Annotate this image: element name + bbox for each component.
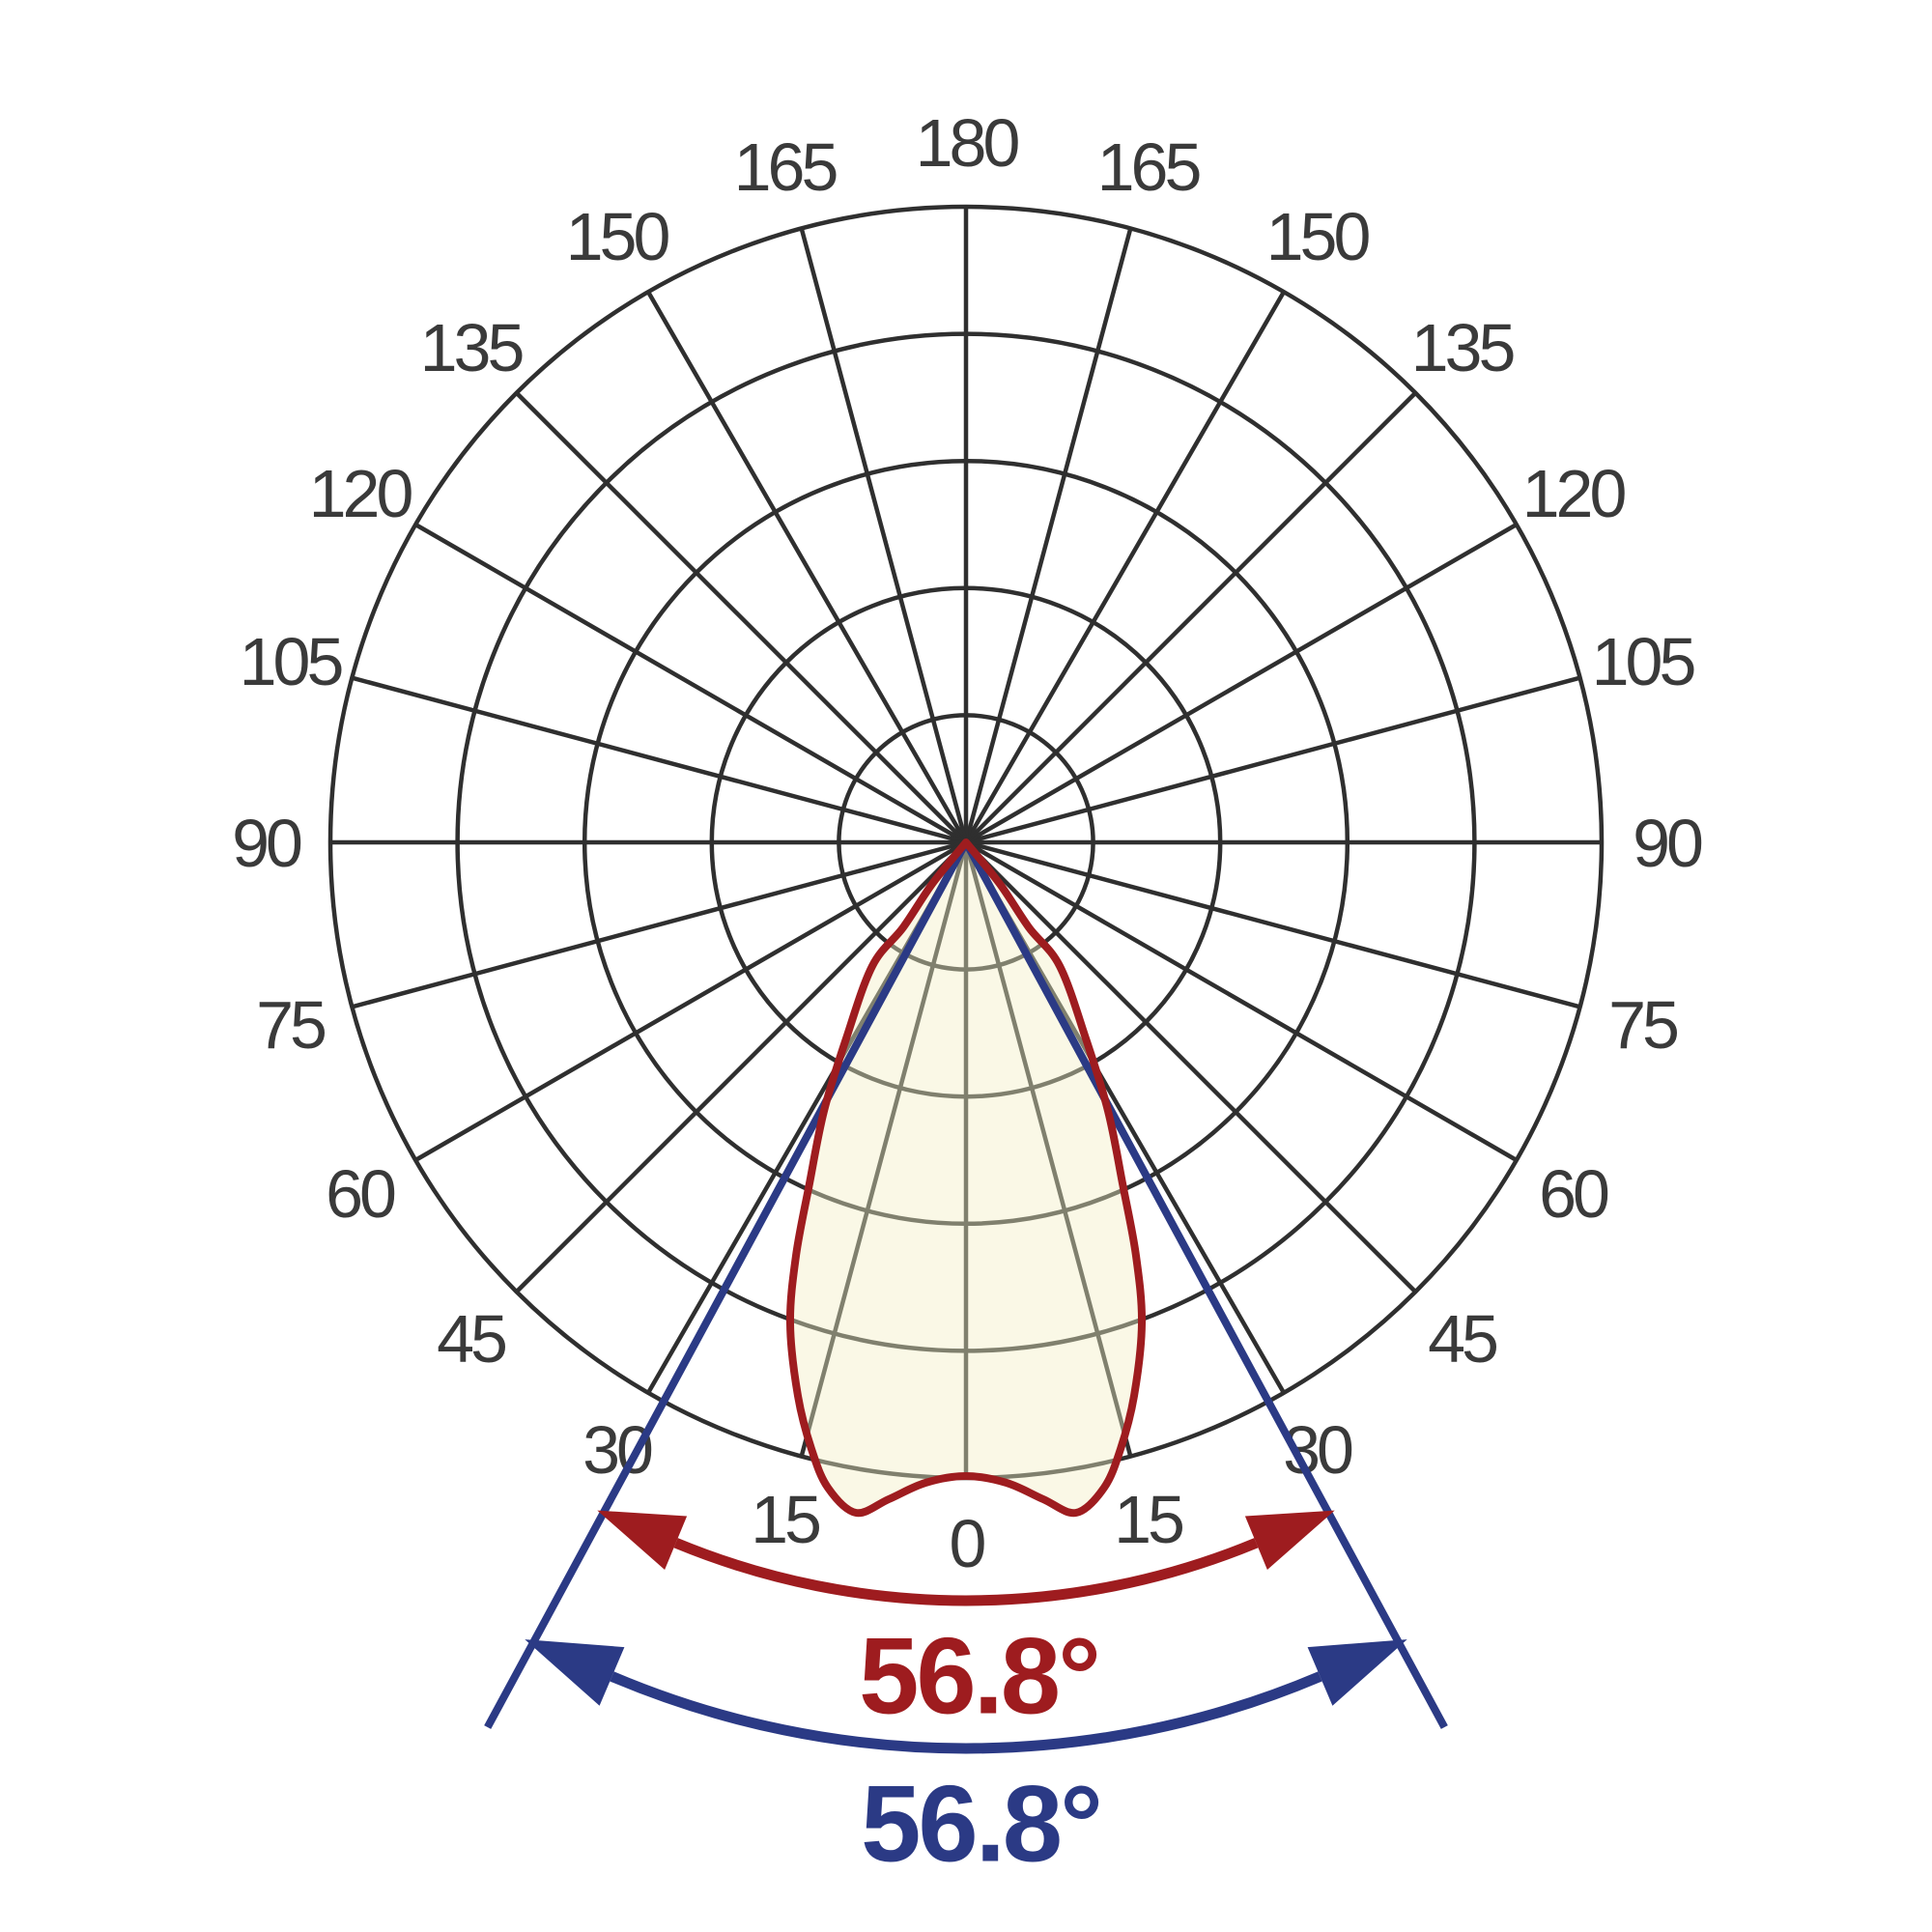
angle-label-45-right: 45 (1428, 1301, 1496, 1377)
grid-spoke (965, 839, 1581, 1009)
grid-spoke (414, 523, 968, 844)
angle-label-30-left: 30 (582, 1412, 652, 1488)
grid-spoke (414, 840, 968, 1162)
grid-spoke (964, 291, 1286, 844)
grid-spoke (964, 391, 1417, 844)
angle-label-120-right: 120 (1522, 456, 1626, 531)
grid-spoke (515, 391, 968, 844)
angle-label-60-left: 60 (326, 1156, 395, 1232)
beam-angle-dimension-c0-arrowhead-right (1244, 1510, 1335, 1570)
grid-spoke (964, 523, 1518, 844)
beam-angle-dimension-c90-arc (610, 1671, 1322, 1754)
beam-angle-ray-right (962, 840, 1448, 1729)
grid-spoke (963, 227, 1133, 843)
angle-label-75-left: 75 (256, 987, 325, 1063)
beam-angle-dimension-c90-arrowhead-right (1307, 1639, 1407, 1706)
angle-label-135-left: 135 (420, 310, 523, 385)
angle-label-165-right: 165 (1097, 129, 1200, 205)
beam-angle-dimension-c90-arrowhead-left (525, 1639, 625, 1706)
angle-label-60-right: 60 (1539, 1156, 1608, 1232)
grid-spoke (646, 291, 968, 844)
beam-angle-dimension-c0-arrowhead-left (597, 1510, 688, 1570)
grid-spoke (799, 842, 969, 1458)
angle-label-105-left: 105 (240, 624, 342, 699)
angle-label-150-right: 150 (1266, 199, 1370, 274)
grid-spoke (799, 227, 969, 843)
angle-label-165-left: 165 (734, 129, 837, 205)
angle-label-90-right: 90 (1633, 806, 1702, 881)
angle-label-105-right: 105 (1592, 624, 1694, 699)
grid-spoke (351, 839, 967, 1009)
grid-spoke (963, 842, 1133, 1458)
angle-label-90-left: 90 (232, 806, 301, 881)
angle-label-45-left: 45 (437, 1301, 505, 1377)
beam-angle-ray-left (484, 840, 970, 1729)
angle-label-15-left: 15 (751, 1482, 819, 1557)
angle-label-180: 180 (916, 105, 1019, 181)
grid-spoke (964, 840, 1518, 1162)
grid-spoke (965, 675, 1581, 845)
angle-label-0: 0 (950, 1506, 985, 1581)
angle-label-150-left: 150 (566, 199, 669, 274)
angle-label-135-right: 135 (1411, 310, 1514, 385)
beam-angle-dimension-c0 (597, 1510, 1335, 1606)
intensity-curve-c0 (785, 838, 1147, 1518)
beam-angle-value-c0: 56.8° (859, 1615, 1101, 1737)
angle-label-75-right: 75 (1608, 987, 1677, 1063)
grid-spoke (964, 840, 1417, 1293)
beam-angle-value-c90: 56.8° (861, 1763, 1103, 1885)
angle-label-15-right: 15 (1114, 1482, 1182, 1557)
grid-spoke (515, 840, 968, 1293)
grid-spoke (351, 675, 967, 845)
beam-angle-dimension-c90 (525, 1639, 1407, 1754)
angle-label-120-left: 120 (309, 456, 412, 531)
beam-angle-dimension-c0-arc (673, 1538, 1259, 1606)
